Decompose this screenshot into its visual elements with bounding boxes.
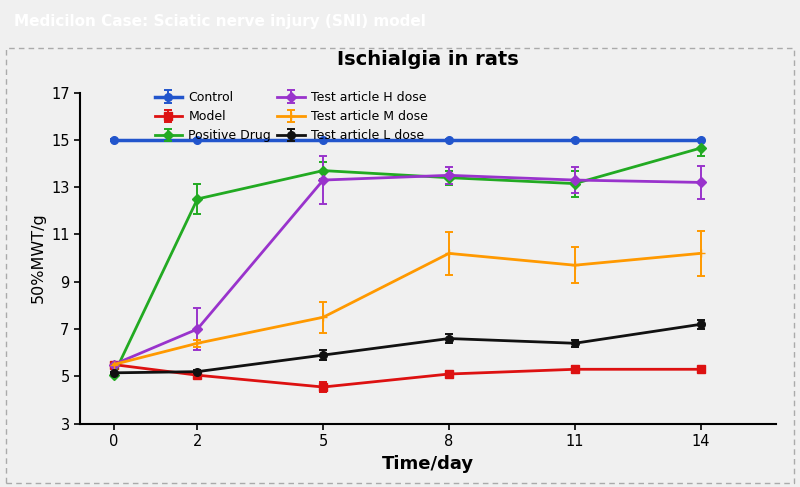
Y-axis label: 50%MWT/g: 50%MWT/g [30, 213, 46, 303]
Title: Ischialgia in rats: Ischialgia in rats [337, 50, 519, 69]
Legend: Control, Model, Positive Drug, Test article H dose, Test article M dose, Test ar: Control, Model, Positive Drug, Test arti… [150, 86, 433, 148]
X-axis label: Time/day: Time/day [382, 455, 474, 473]
Text: Medicilon Case: Sciatic nerve injury (SNI) model: Medicilon Case: Sciatic nerve injury (SN… [14, 15, 426, 29]
